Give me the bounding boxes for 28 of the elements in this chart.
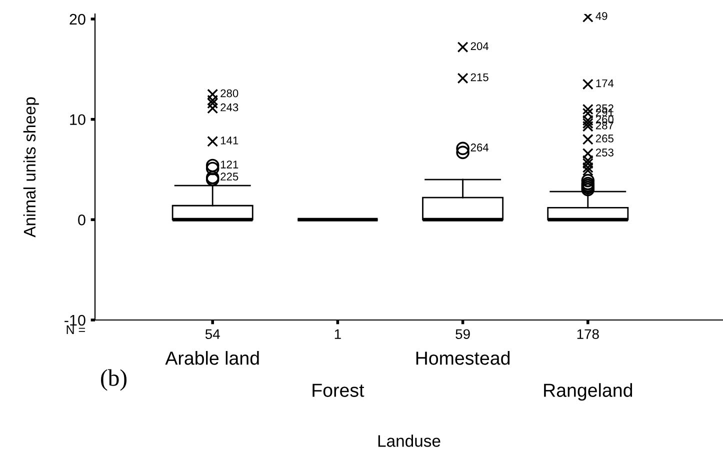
y-tick-label: 10 <box>70 114 86 126</box>
annotation: 265 <box>596 134 614 142</box>
text: 54 <box>205 329 220 340</box>
x-axis-title: Landuse <box>378 434 440 447</box>
annotation: 174 <box>596 79 614 88</box>
y-axis-title: Animal units sheep <box>23 97 39 238</box>
annotation: 215 <box>470 73 488 82</box>
text: (b) <box>101 369 126 391</box>
annotation: 225 <box>220 172 238 181</box>
y-tick-label: 0 <box>78 214 86 226</box>
text: 178 <box>577 329 599 340</box>
text: N = <box>66 325 85 334</box>
x-tick-label: Homestead <box>416 351 510 365</box>
text: 1 <box>334 329 341 339</box>
y-tick-label: 20 <box>70 14 86 25</box>
annotation: 121 <box>220 160 238 168</box>
x-tick-label: Arable land <box>165 351 259 365</box>
annotation: 49 <box>596 12 608 20</box>
annotation: 204 <box>470 42 489 50</box>
annotation: 253 <box>596 148 614 156</box>
annotation: 264 <box>470 144 489 152</box>
annotation: 243 <box>220 103 238 112</box>
y-tick-label: -10 <box>64 314 86 326</box>
annotation: 141 <box>220 136 238 144</box>
text: 59 <box>456 329 470 340</box>
annotation: 280 <box>220 89 238 98</box>
x-tick-label: Rangeland <box>544 383 632 401</box>
x-tick-label: Forest <box>312 384 364 397</box>
